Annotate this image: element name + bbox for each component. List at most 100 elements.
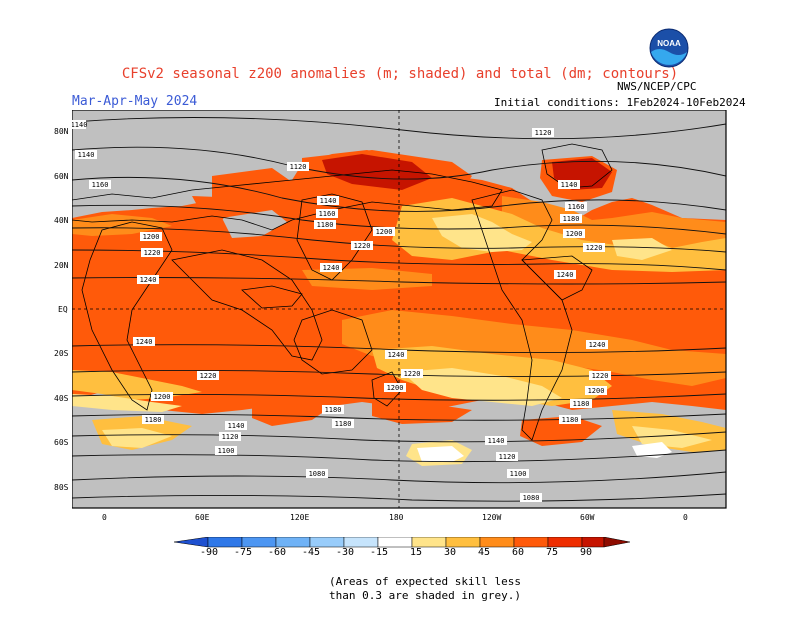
skill-note: (Areas of expected skill less than 0.3 a… (300, 575, 550, 603)
contour-label: 1200 (387, 384, 404, 392)
colorbar-tick-label: 60 (512, 547, 525, 558)
contour-label: 1140 (320, 197, 337, 205)
contour-label: 1240 (589, 341, 606, 349)
lat-label: 80S (54, 483, 69, 492)
contour-label: 1100 (218, 447, 235, 455)
lon-label: 60E (195, 513, 210, 522)
lat-label: EQ (58, 305, 68, 314)
lat-label: 20N (54, 261, 69, 270)
lon-label: 120E (290, 513, 310, 522)
lat-label: 40S (54, 394, 69, 403)
colorbar-tick-label: -30 (336, 547, 355, 558)
contour-label: 1220 (200, 372, 217, 380)
contour-label: 1180 (335, 420, 352, 428)
contour-label: 1180 (317, 221, 334, 229)
colorbar-segment (581, 536, 605, 548)
organization-label: NWS/NCEP/CPC (617, 80, 697, 93)
coastlines (72, 143, 613, 441)
contour-label: 1180 (145, 416, 162, 424)
lon-label: 0 (102, 513, 107, 522)
colorbar-tick-label: -75 (234, 547, 253, 558)
colorbar-segment (343, 536, 379, 548)
colorbar-tick-label: 15 (410, 547, 423, 558)
colorbar-segment (411, 536, 447, 548)
lat-label: 60S (54, 438, 69, 447)
colorbar-segment (513, 536, 549, 548)
colorbar-segment (241, 536, 277, 548)
colorbar-tick-label: -60 (268, 547, 287, 558)
logo-text: NOAA (657, 39, 681, 48)
contour-labels: 1140 1140 1160 1120 1120 1140 1140 1160 … (71, 120, 611, 502)
lon-label: 60W (580, 513, 595, 522)
contour-label: 1200 (588, 387, 605, 395)
anomaly-map: 1140 1140 1160 1120 1120 1140 1140 1160 … (71, 109, 728, 514)
contour-label: 1240 (136, 338, 153, 346)
sh-anomaly-patches (72, 268, 726, 466)
lat-label: 20S (54, 349, 69, 358)
colorbar-tick-label: -90 (200, 547, 219, 558)
lat-label: 40N (54, 216, 69, 225)
contour-label: 1240 (140, 276, 157, 284)
colorbar-segment (445, 536, 481, 548)
contour-label: 1180 (325, 406, 342, 414)
lon-label: 120W (482, 513, 502, 522)
contour-label: 1220 (144, 249, 161, 257)
noaa-logo: NOAA (649, 28, 689, 72)
contour-label: 1240 (557, 271, 574, 279)
contour-label: 1140 (488, 437, 505, 445)
skill-note-line: (Areas of expected skill less (328, 575, 522, 588)
colorbar-segment (275, 536, 311, 548)
season-label: Mar-Apr-May 2024 (72, 94, 198, 109)
colorbar-segment (207, 536, 243, 548)
contour-label: 1200 (566, 230, 583, 238)
contour-label: 1180 (562, 416, 579, 424)
colorbar-segment (173, 536, 209, 548)
contour-label: 1160 (92, 181, 109, 189)
map-frame (71, 109, 727, 509)
contour-label: 1220 (354, 242, 371, 250)
contour-label: 1080 (309, 470, 326, 478)
contour-label: 1120 (222, 433, 239, 441)
contour-label: 1220 (404, 370, 421, 378)
contour-label: 1180 (563, 215, 580, 223)
map-svg: 1140 1140 1160 1120 1120 1140 1140 1160 … (71, 109, 727, 509)
colorbar-tick-label: 90 (580, 547, 593, 558)
colorbar-segment (309, 536, 345, 548)
contour-label: 1220 (586, 244, 603, 252)
colorbar-tick-label: 45 (478, 547, 491, 558)
contour-label: 1200 (143, 233, 160, 241)
skill-note-line: than 0.3 are shaded in grey.) (328, 589, 522, 602)
contour-label: 1140 (228, 422, 245, 430)
colorbar-tick-label: 30 (444, 547, 457, 558)
colorbar-tick-label: -45 (302, 547, 321, 558)
contour-label: 1200 (376, 228, 393, 236)
lat-label: 80N (54, 127, 69, 136)
lon-label: 0 (683, 513, 688, 522)
colorbar-tick-label: 75 (546, 547, 559, 558)
initial-conditions-label: Initial conditions: 1Feb2024-10Feb2024 (494, 96, 746, 109)
contour-label: 1180 (573, 400, 590, 408)
lat-label: 60N (54, 172, 69, 181)
contour-label: 1120 (499, 453, 516, 461)
contour-label: 1140 (78, 151, 95, 159)
contour-label: 1080 (523, 494, 540, 502)
contour-label: 1120 (290, 163, 307, 171)
contour-label: 1160 (568, 203, 585, 211)
contour-label: 1200 (154, 393, 171, 401)
contour-label: 1240 (388, 351, 405, 359)
contour-label: 1100 (510, 470, 527, 478)
colorbar-segment (479, 536, 515, 548)
colorbar-segment (603, 536, 631, 548)
colorbar-segment (547, 536, 583, 548)
colorbar-segment (377, 536, 413, 548)
contour-label: 1140 (72, 121, 87, 129)
contour-label: 1220 (592, 372, 609, 380)
contour-label: 1160 (319, 210, 336, 218)
colorbar (173, 536, 631, 555)
chart-title: CFSv2 seasonal z200 anomalies (m; shaded… (121, 66, 679, 82)
colorbar-svg (173, 536, 631, 548)
contour-label: 1240 (323, 264, 340, 272)
contour-label: 1120 (535, 129, 552, 137)
contour-label: 1140 (561, 181, 578, 189)
lon-label: 180 (389, 513, 404, 522)
